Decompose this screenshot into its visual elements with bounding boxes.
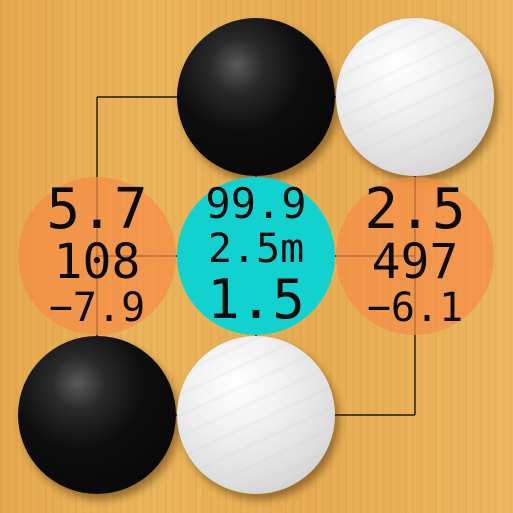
white-stone (177, 336, 335, 494)
candidate-move-right[interactable]: 2.5 497 −6.1 (336, 177, 494, 335)
candidate-move-left[interactable]: 5.7 108 −7.9 (18, 177, 176, 335)
candidate-winrate: 2.5 (364, 177, 466, 242)
candidate-move-best[interactable]: 99.9 2.5m 1.5 (177, 177, 335, 335)
candidate-visits: 108 (53, 234, 141, 290)
black-stone (177, 18, 335, 176)
white-stone (336, 18, 494, 176)
black-stone (18, 336, 176, 494)
candidate-score: −6.1 (366, 285, 464, 331)
candidate-winrate: 99.9 (205, 179, 307, 228)
candidate-score: 1.5 (207, 268, 305, 331)
candidate-visits: 497 (371, 234, 459, 290)
candidate-winrate: 5.7 (46, 177, 148, 242)
candidate-score: −7.9 (48, 285, 146, 331)
candidate-visits: 2.5m (207, 226, 305, 272)
